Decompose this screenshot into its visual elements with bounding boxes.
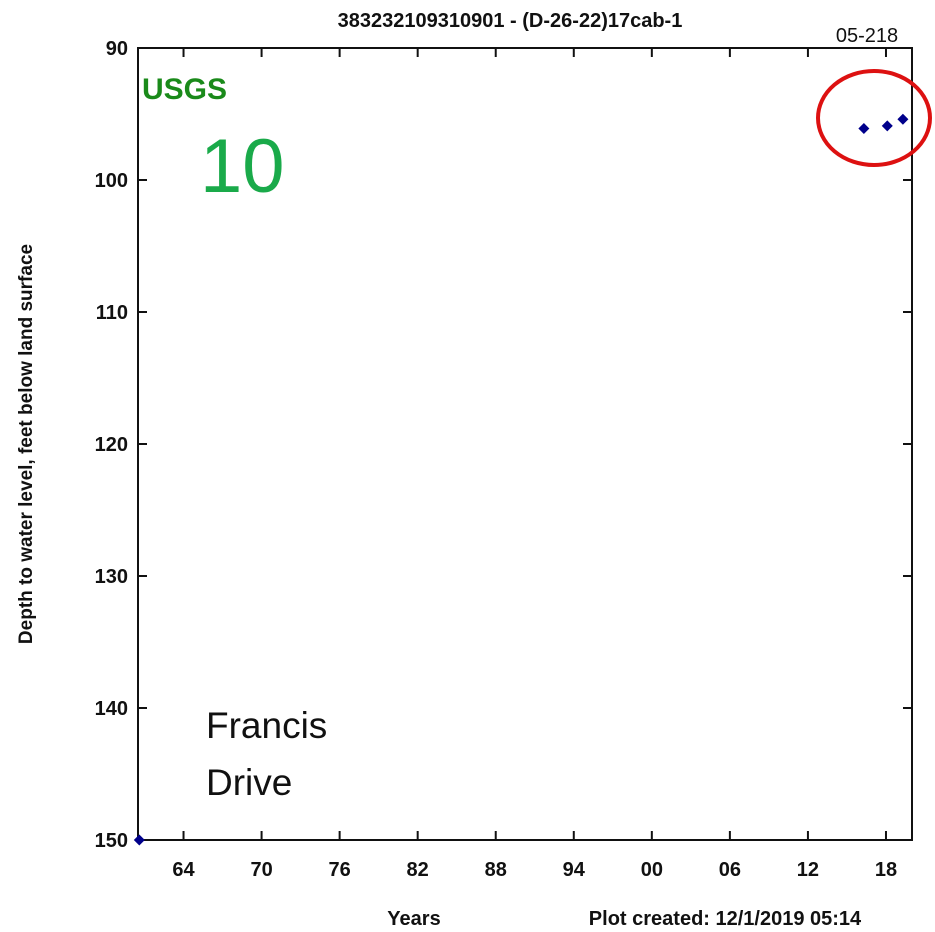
data-point: [858, 123, 870, 135]
x-tick-label: 64: [172, 859, 195, 881]
x-tick-label: 06: [719, 859, 741, 881]
x-tick-label: 82: [407, 859, 429, 881]
y-tick-label: 120: [95, 434, 128, 456]
x-tick-label: 76: [329, 859, 351, 881]
data-points: [133, 113, 909, 846]
usgs-logo-text: USGS: [142, 73, 227, 106]
plot-created-label: Plot created: 12/1/2019 05:14: [589, 908, 862, 930]
highlight-circle: [816, 69, 932, 167]
x-tick-label: 70: [250, 859, 272, 881]
y-axis-title: Depth to water level, feet below land su…: [16, 244, 37, 644]
y-tick-label: 90: [106, 38, 128, 60]
y-tick-label: 100: [95, 170, 128, 192]
y-tick-label: 110: [96, 302, 128, 324]
x-tick-label: 94: [563, 859, 586, 881]
x-tick-label: 18: [875, 859, 897, 881]
site-label-line2: Drive: [206, 762, 292, 803]
y-tick-label: 150: [95, 830, 128, 852]
y-axis-ticks: 90 100 110 120 130 140 150: [95, 38, 912, 852]
x-axis-ticks: 64 70 76 82 88 94 00 06 12 18: [172, 48, 897, 881]
corner-id-label: 05-218: [836, 25, 898, 47]
x-axis-title: Years: [387, 908, 440, 930]
data-point: [881, 120, 893, 132]
data-point: [897, 113, 909, 125]
x-tick-label: 00: [641, 859, 663, 881]
x-tick-label: 88: [485, 859, 507, 881]
y-tick-label: 130: [95, 566, 128, 588]
data-point: [133, 834, 145, 846]
site-label-line1: Francis: [206, 705, 327, 746]
y-tick-label: 140: [95, 698, 128, 720]
map-number-label: 10: [200, 124, 285, 209]
x-tick-label: 12: [797, 859, 819, 881]
chart-title: 383232109310901 - (D-26-22)17cab-1: [338, 10, 683, 32]
